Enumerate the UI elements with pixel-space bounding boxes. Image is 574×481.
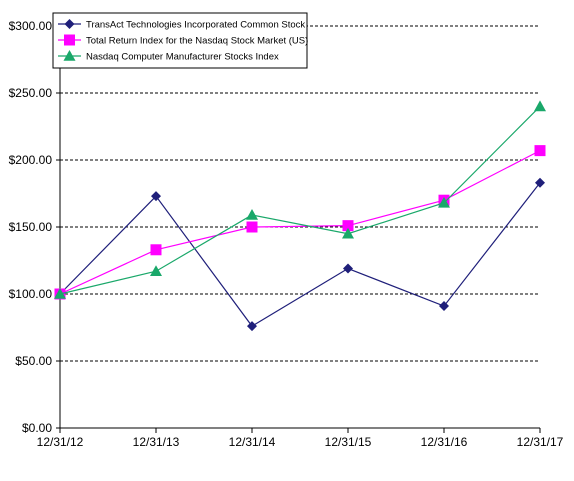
x-tick-label: 12/31/17 [517, 435, 564, 449]
legend-box [52, 12, 308, 69]
y-tick-label: $150.00 [9, 220, 53, 234]
data-point [342, 227, 354, 239]
series-line [59, 182, 541, 327]
data-point [535, 177, 545, 188]
legend-swatch-marker [64, 34, 75, 46]
data-point [150, 265, 162, 277]
x-tick-label: 12/31/13 [133, 435, 180, 449]
data-point [246, 208, 258, 220]
series [54, 100, 546, 332]
legend: TransAct Technologies Incorporated Commo… [52, 12, 308, 69]
x-tick-label: 12/31/14 [229, 435, 276, 449]
y-tick-label: $300.00 [9, 19, 53, 33]
series-3 [54, 100, 546, 299]
y-tick-label: $200.00 [9, 153, 53, 167]
series-2 [54, 145, 546, 300]
data-point [342, 220, 354, 232]
legend-label: Total Return Index for the Nasdaq Stock … [86, 36, 308, 47]
axes: $0.00 $50.00 $100.00 $150.00 $200.00 $250.00 $… [9, 19, 564, 449]
series-line [59, 150, 541, 295]
data-point [54, 288, 66, 299]
gridlines [60, 25, 540, 362]
data-point [438, 196, 450, 208]
x-tick-label: 12/31/15 [325, 435, 372, 449]
data-point [151, 191, 161, 202]
legend-swatch-marker [63, 50, 76, 61]
x-tick-label: 12/31/16 [421, 435, 468, 449]
data-point [534, 145, 546, 157]
data-point [247, 321, 257, 332]
legend-label: TransAct Technologies Incorporated Commo… [86, 20, 305, 31]
series-line [59, 105, 541, 295]
data-point [534, 100, 546, 112]
y-tick-label: $100.00 [9, 287, 53, 301]
data-point [439, 301, 449, 312]
legend-swatch-marker [64, 19, 75, 29]
y-tick-label: $50.00 [15, 354, 52, 368]
series-1 [55, 177, 545, 332]
x-tick-label: 12/31/12 [37, 435, 84, 449]
y-tick-label: $250.00 [9, 86, 53, 100]
legend-label: Nasdaq Computer Manufacturer Stocks Inde… [86, 52, 279, 63]
data-point [246, 221, 258, 233]
y-tick-label: $0.00 [22, 421, 52, 435]
data-point [150, 244, 162, 256]
data-point [343, 263, 353, 274]
